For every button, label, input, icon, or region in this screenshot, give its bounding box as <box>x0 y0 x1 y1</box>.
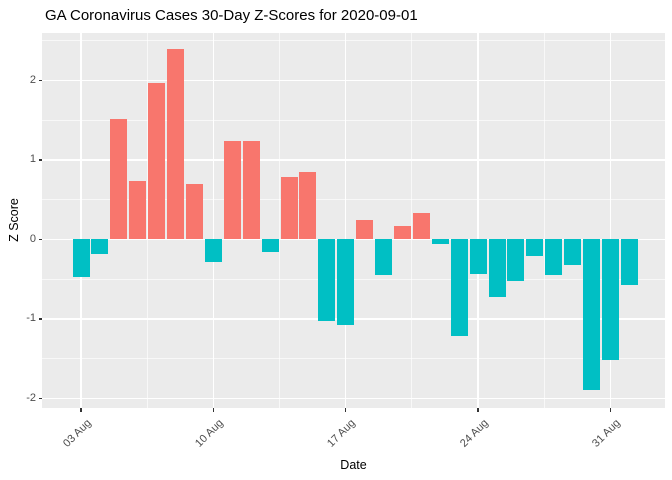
bar-2020-08-29 <box>564 239 582 265</box>
bar-2020-08-18 <box>356 220 374 240</box>
y-tick-mark <box>38 238 42 241</box>
gridline-minor-v <box>411 33 413 408</box>
bar-2020-08-30 <box>583 239 601 391</box>
gridline-minor-v <box>146 33 148 408</box>
gridline-major-v <box>212 33 215 408</box>
plot-panel <box>42 33 665 408</box>
x-tick-label: 17 Aug <box>325 417 359 450</box>
y-tick-mark <box>38 318 42 320</box>
bar-2020-08-23 <box>450 239 468 337</box>
bar-2020-08-31 <box>601 239 619 361</box>
bar-2020-08-17 <box>337 239 355 326</box>
gridline-major-v <box>80 33 82 408</box>
bar-2020-08-28 <box>545 239 563 276</box>
bar-2020-08-03 <box>72 239 90 278</box>
gridline-major-v <box>477 33 479 408</box>
bar-2020-08-19 <box>375 239 393 276</box>
bar-2020-08-04 <box>91 239 109 255</box>
chart-title: GA Coronavirus Cases 30-Day Z-Scores for… <box>45 7 418 24</box>
bar-2020-08-22 <box>431 239 449 245</box>
gridline-minor-v <box>279 33 281 408</box>
x-tick-mark <box>212 408 215 412</box>
gridline-minor-v <box>543 33 545 408</box>
y-tick-label: 2 <box>29 73 36 86</box>
y-tick-label: 0 <box>29 232 36 245</box>
y-tick-mark <box>38 397 42 400</box>
bar-2020-08-25 <box>488 239 506 297</box>
gridline-minor-h <box>42 119 665 121</box>
bar-2020-08-09 <box>185 183 203 240</box>
x-tick-mark <box>344 408 347 412</box>
gridline-major-h <box>42 79 665 82</box>
bar-2020-08-05 <box>110 119 128 240</box>
bar-2020-08-21 <box>412 213 430 240</box>
x-tick-label: 03 Aug <box>60 417 94 450</box>
x-tick-label: 10 Aug <box>193 417 226 450</box>
x-tick-mark <box>609 408 612 412</box>
x-tick-mark <box>80 408 82 412</box>
bar-2020-08-14 <box>280 177 298 240</box>
bar-2020-09-01 <box>620 239 638 285</box>
gridline-minor-h <box>42 358 665 360</box>
bar-2020-08-13 <box>261 239 279 253</box>
y-tick-label: -2 <box>26 391 36 404</box>
gridline-major-h <box>42 397 665 400</box>
bar-2020-08-26 <box>507 239 525 282</box>
bar-2020-08-24 <box>469 239 487 275</box>
bar-2020-08-10 <box>204 239 222 263</box>
x-tick-mark <box>477 408 479 412</box>
bar-2020-08-07 <box>148 82 166 240</box>
gridline-major-v <box>344 33 347 408</box>
x-tick-label: 31 Aug <box>590 417 623 450</box>
bar-2020-08-27 <box>526 239 544 256</box>
gridline-major-h <box>42 159 665 161</box>
y-axis-title: Z Score <box>7 197 21 242</box>
bar-2020-08-20 <box>393 225 411 240</box>
bar-2020-08-08 <box>167 49 185 240</box>
bar-2020-08-06 <box>129 181 147 240</box>
gridline-major-v <box>609 33 612 408</box>
gridline-minor-h <box>42 40 665 42</box>
y-tick-label: -1 <box>26 312 36 325</box>
bar-2020-08-12 <box>242 140 260 240</box>
bar-2020-08-11 <box>223 140 241 240</box>
x-tick-label: 24 Aug <box>457 417 491 450</box>
gridline-minor-h <box>42 199 665 201</box>
bar-2020-08-16 <box>318 239 336 322</box>
y-tick-label: 1 <box>29 153 36 166</box>
y-tick-mark <box>38 79 42 82</box>
bar-2020-08-15 <box>299 171 317 240</box>
y-tick-mark <box>38 159 42 161</box>
x-axis-title: Date <box>340 458 367 472</box>
